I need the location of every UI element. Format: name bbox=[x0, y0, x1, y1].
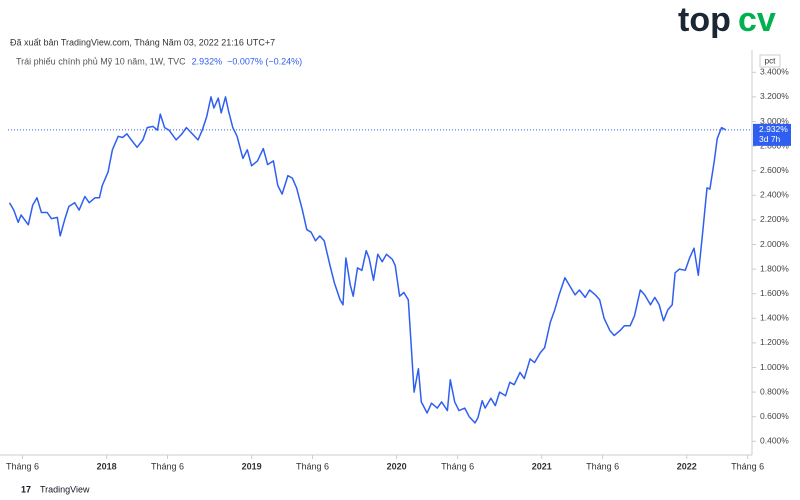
x-tick-label: Tháng 6 bbox=[586, 461, 619, 471]
y-tick-label: 2.200% bbox=[760, 214, 789, 224]
x-tick-label: 2019 bbox=[242, 461, 262, 471]
y-tick-label: 1.200% bbox=[760, 337, 789, 347]
y-tick-label: 2.400% bbox=[760, 190, 789, 200]
published-note: Đã xuất bản TradingView.com, Tháng Năm 0… bbox=[10, 37, 275, 47]
x-tick-label: Tháng 6 bbox=[441, 461, 474, 471]
brand-icon: 17 bbox=[21, 484, 31, 494]
price-line bbox=[8, 96, 727, 424]
brand: TradingView bbox=[40, 484, 90, 494]
y-tick-label: 0.400% bbox=[760, 436, 789, 446]
x-tick-label: Tháng 6 bbox=[296, 461, 329, 471]
x-tick-label: 2021 bbox=[532, 461, 552, 471]
y-tick-label: 1.800% bbox=[760, 263, 789, 273]
unit-box bbox=[759, 54, 781, 68]
y-tick-label: 3.000% bbox=[760, 116, 789, 126]
y-tick-label: 1.400% bbox=[760, 313, 789, 323]
price-label: 2.932% bbox=[759, 124, 788, 134]
x-tick-label: Tháng 6 bbox=[151, 461, 184, 471]
logo-cv: cv bbox=[738, 1, 776, 39]
y-tick-label: 0.600% bbox=[760, 411, 789, 421]
y-tick-label: 2.600% bbox=[760, 165, 789, 175]
axis-unit: pct bbox=[765, 57, 776, 66]
x-tick-label: Tháng 6 bbox=[6, 461, 39, 471]
symbol-legend: Trái phiếu chính phủ Mỹ 10 năm, 1W, TVC bbox=[16, 56, 186, 66]
x-tick-label: 2018 bbox=[97, 461, 117, 471]
x-tick-label: 2022 bbox=[677, 461, 697, 471]
x-tick-label: Tháng 6 bbox=[731, 461, 764, 471]
change: −0.007% (−0.24%) bbox=[227, 56, 302, 66]
y-tick-label: 0.800% bbox=[760, 386, 789, 396]
countdown: 3d 7h bbox=[759, 134, 781, 144]
y-tick-label: 2.000% bbox=[760, 239, 789, 249]
last-value: 2.932% bbox=[192, 56, 223, 66]
y-tick-label: 1.600% bbox=[760, 288, 789, 298]
y-tick-label: 3.400% bbox=[760, 67, 789, 77]
y-tick-label: 3.200% bbox=[760, 91, 789, 101]
price-label-box bbox=[753, 123, 791, 146]
x-tick-label: 2020 bbox=[387, 461, 407, 471]
logo-top: top bbox=[678, 1, 731, 39]
y-tick-label: 1.000% bbox=[760, 362, 789, 372]
